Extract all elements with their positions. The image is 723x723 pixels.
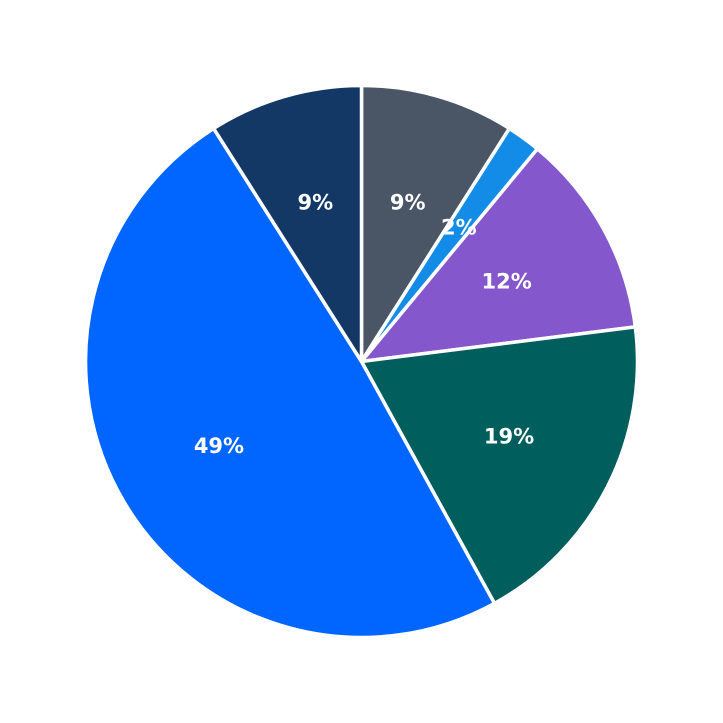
pie-labels: 9% 2% 12% 19% 49% 9% bbox=[194, 190, 534, 457]
pie-slice-label-4: 19% bbox=[484, 425, 534, 449]
pie-slice-label-2: 2% bbox=[441, 216, 477, 240]
pie-slice-6 bbox=[211, 83, 364, 364]
pie-slice-label-6: 9% bbox=[297, 190, 333, 214]
pie-slice-5 bbox=[83, 126, 497, 640]
pie-slices bbox=[83, 83, 640, 640]
pie-slice-1 bbox=[359, 83, 512, 364]
pie-slice-label-3: 12% bbox=[481, 270, 531, 294]
pie-slice-label-1: 9% bbox=[390, 190, 426, 214]
pie-slice-4 bbox=[359, 325, 640, 606]
pie-slice-3 bbox=[359, 147, 638, 364]
pie-slice-label-5: 49% bbox=[194, 434, 244, 458]
